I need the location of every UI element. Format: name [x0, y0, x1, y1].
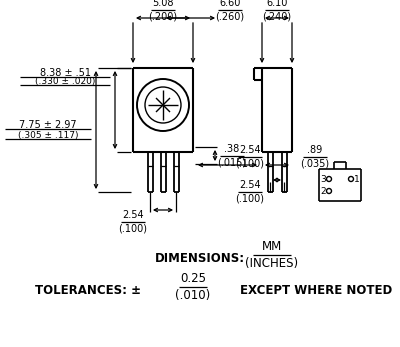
Text: 3: 3 — [320, 175, 326, 184]
Text: (.100): (.100) — [118, 223, 148, 234]
Text: DIMENSIONS:: DIMENSIONS: — [155, 252, 245, 264]
Text: MM: MM — [262, 240, 282, 253]
Text: 2.54: 2.54 — [239, 145, 261, 155]
Text: 2.54: 2.54 — [239, 180, 261, 191]
Text: (.330 ± .020): (.330 ± .020) — [35, 76, 95, 85]
Text: 6.60: 6.60 — [219, 0, 241, 8]
Text: 1: 1 — [354, 175, 360, 184]
Text: 6.10: 6.10 — [266, 0, 288, 8]
Text: TOLERANCES: ±: TOLERANCES: ± — [35, 283, 141, 296]
Text: 0.25: 0.25 — [180, 272, 206, 285]
Text: 2.54: 2.54 — [122, 210, 144, 220]
Text: (.100): (.100) — [236, 159, 264, 169]
Text: 2: 2 — [320, 186, 326, 195]
Text: 8.38 ± .51: 8.38 ± .51 — [40, 68, 90, 78]
Text: (.240): (.240) — [262, 11, 292, 22]
Text: (.200): (.200) — [148, 11, 178, 22]
Text: (.010): (.010) — [175, 289, 211, 302]
Text: (.015): (.015) — [218, 157, 246, 167]
Text: EXCEPT WHERE NOTED: EXCEPT WHERE NOTED — [240, 283, 392, 296]
Text: (.035): (.035) — [300, 159, 330, 169]
Text: .38: .38 — [224, 144, 240, 154]
Text: (.260): (.260) — [216, 11, 244, 22]
Text: 5.08: 5.08 — [152, 0, 174, 8]
Text: 7.75 ± 2.97: 7.75 ± 2.97 — [19, 120, 77, 130]
Text: (.305 ± .117): (.305 ± .117) — [18, 130, 78, 139]
Text: (.100): (.100) — [236, 194, 264, 204]
Text: .89: .89 — [307, 145, 323, 155]
Text: (INCHES): (INCHES) — [246, 257, 298, 270]
